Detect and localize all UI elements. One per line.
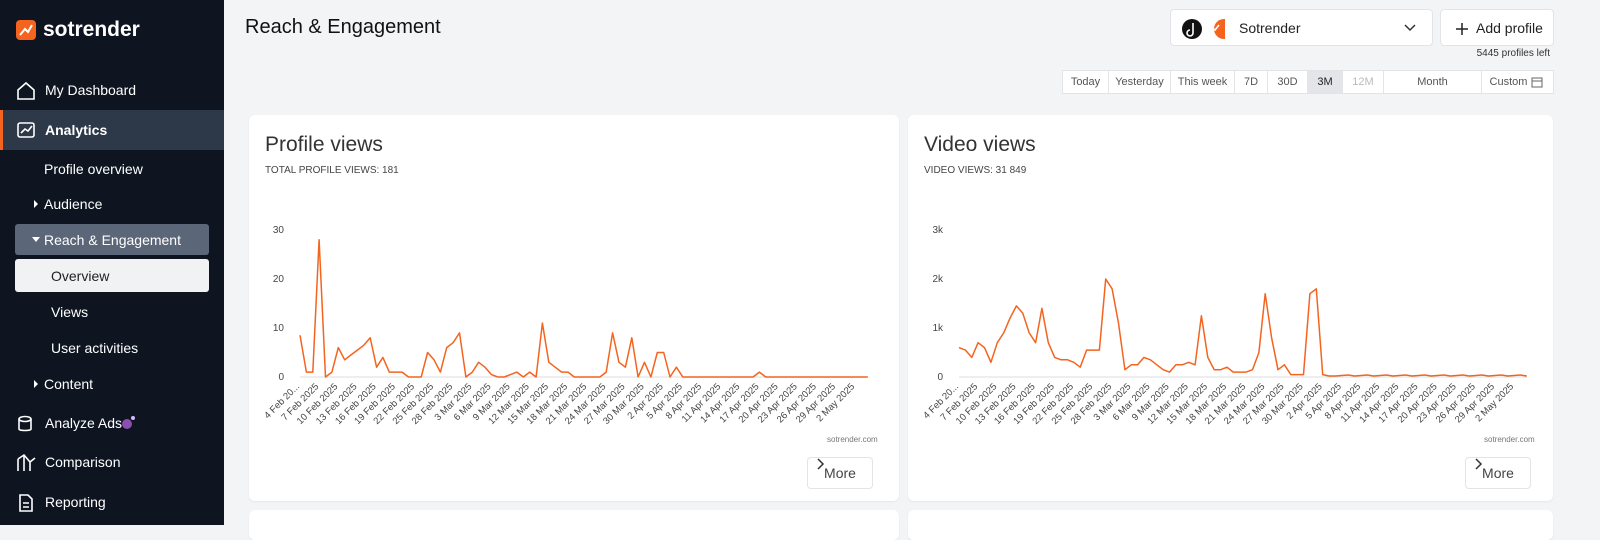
chart-card: Video views VIDEO VIEWS: 31 849 0 1k 2k 3k 4… <box>908 115 1553 501</box>
y-tick-label: 2k <box>932 274 944 285</box>
range-button[interactable]: Custom <box>1482 71 1553 93</box>
y-tick-label: 0 <box>937 372 943 383</box>
nav-item[interactable]: Comparison <box>0 443 224 481</box>
nav-item[interactable]: Content <box>0 365 224 403</box>
plus-icon <box>1456 23 1468 35</box>
brand: sotrender <box>43 18 140 41</box>
nav-label: Views <box>51 304 89 320</box>
nav-label: Comparison <box>45 454 121 470</box>
page: {"sidebar": {"brand": "sotrender", "item… <box>0 0 1554 540</box>
chart-card: Profile views TOTAL PROFILE VIEWS: 181 0… <box>249 115 899 501</box>
nav-label: My Dashboard <box>45 82 137 98</box>
range-button[interactable]: 7D <box>1235 71 1268 93</box>
nav-item[interactable]: My Dashboard <box>0 71 224 109</box>
caret <box>34 200 38 208</box>
range-button: 12M <box>1343 71 1384 93</box>
icon <box>19 494 33 512</box>
nav-label: Analytics <box>45 122 108 138</box>
nav-item[interactable]: Analyze Ads <box>0 404 224 442</box>
icon <box>17 122 35 138</box>
card <box>908 510 1553 540</box>
range-button[interactable]: This week <box>1171 71 1235 93</box>
line-series <box>958 278 1527 377</box>
y-tick-label: 1k <box>932 323 944 334</box>
card <box>249 510 899 540</box>
range-button[interactable]: Today <box>1063 71 1109 93</box>
range-button[interactable]: Month <box>1384 71 1482 93</box>
icon <box>17 81 35 100</box>
profile-name: Sotrender <box>1239 20 1301 36</box>
y-tick-label: 30 <box>273 225 285 236</box>
add-profile-label: Add profile <box>1476 20 1543 36</box>
chart-title: Profile views <box>265 133 383 156</box>
add-profile-button[interactable]: Add profile <box>1440 9 1554 46</box>
chevron <box>1404 24 1416 32</box>
icon <box>17 453 36 471</box>
nav-label: User activities <box>51 340 139 356</box>
chevron <box>817 458 825 470</box>
nav-item[interactable]: Analytics <box>0 110 224 150</box>
chevron <box>1475 458 1483 470</box>
nav-label: Analyze Ads <box>45 415 123 431</box>
nav-label: Overview <box>51 267 110 284</box>
range-label: Custom <box>1489 76 1528 88</box>
chart-subtitle: TOTAL PROFILE VIEWS: 181 <box>265 165 399 176</box>
line-series <box>299 239 868 378</box>
page-title: Reach & Engagement <box>245 16 441 38</box>
chart-title: Video views <box>924 133 1036 156</box>
chart-subtitle: VIDEO VIEWS: 31 849 <box>924 165 1027 176</box>
y-tick-label: 10 <box>273 323 285 334</box>
sparkle <box>122 416 135 429</box>
nav-label: Reach & Engagement <box>44 231 181 248</box>
nav-item[interactable]: User activities <box>0 329 224 367</box>
profiles-left: 5445 profiles left <box>1476 48 1550 59</box>
date-range-selector: Today Yesterday This week 7D 30D 3M 12M … <box>1062 70 1554 94</box>
profile-selector[interactable]: Sotrender <box>1170 9 1433 46</box>
sidebar: sotrender My Dashboard Analytics Profile… <box>0 0 224 525</box>
credit: sotrender.com <box>827 435 878 444</box>
more-label: More <box>824 465 856 481</box>
nav-label: Content <box>44 376 94 392</box>
range-button[interactable]: Yesterday <box>1109 71 1171 93</box>
nav-item[interactable]: Overview <box>15 259 209 292</box>
nav-item[interactable]: Reach & Engagement <box>15 224 209 255</box>
nav-item[interactable]: Reporting <box>0 483 224 521</box>
y-tick-label: 0 <box>278 372 284 383</box>
nav-label: Audience <box>44 196 103 212</box>
nav-label: Profile overview <box>44 161 143 177</box>
more-label: More <box>1482 465 1514 481</box>
nav-item[interactable]: Views <box>0 293 224 331</box>
y-tick-label: 20 <box>273 274 285 285</box>
more-button[interactable]: More <box>807 457 873 489</box>
range-button[interactable]: 3M <box>1308 71 1343 93</box>
nav-label: Reporting <box>45 494 106 510</box>
caret <box>32 237 40 242</box>
credit: sotrender.com <box>1484 435 1535 444</box>
nav-item[interactable]: Audience <box>0 185 224 223</box>
calendar-icon <box>1531 77 1543 88</box>
y-tick-label: 3k <box>932 225 944 236</box>
caret <box>34 380 38 388</box>
nav-item[interactable]: Profile overview <box>0 150 224 188</box>
range-button[interactable]: 30D <box>1268 71 1308 93</box>
more-button[interactable]: More <box>1465 457 1531 489</box>
profile-icons <box>1182 19 1225 39</box>
icon <box>18 415 32 432</box>
brand-logo <box>16 20 36 40</box>
